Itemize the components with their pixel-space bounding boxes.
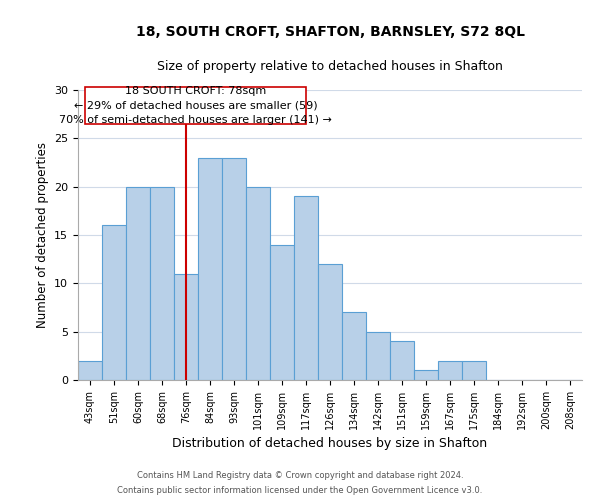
Bar — [150, 186, 174, 380]
Bar — [414, 370, 438, 380]
Bar — [462, 360, 486, 380]
Bar — [294, 196, 318, 380]
Text: 18 SOUTH CROFT: 78sqm
← 29% of detached houses are smaller (59)
70% of semi-deta: 18 SOUTH CROFT: 78sqm ← 29% of detached … — [59, 86, 332, 126]
Text: Contains public sector information licensed under the Open Government Licence v3: Contains public sector information licen… — [118, 486, 482, 495]
Bar — [246, 186, 270, 380]
Bar — [438, 360, 462, 380]
Bar — [198, 158, 222, 380]
Bar — [174, 274, 198, 380]
Text: Contains HM Land Registry data © Crown copyright and database right 2024.: Contains HM Land Registry data © Crown c… — [137, 471, 463, 480]
Y-axis label: Number of detached properties: Number of detached properties — [35, 142, 49, 328]
Bar — [342, 312, 366, 380]
Bar — [102, 226, 126, 380]
FancyBboxPatch shape — [85, 87, 306, 124]
Text: Size of property relative to detached houses in Shafton: Size of property relative to detached ho… — [157, 60, 503, 73]
Bar — [318, 264, 342, 380]
Bar — [78, 360, 102, 380]
Bar — [366, 332, 390, 380]
Bar — [222, 158, 246, 380]
X-axis label: Distribution of detached houses by size in Shafton: Distribution of detached houses by size … — [172, 438, 488, 450]
Text: 18, SOUTH CROFT, SHAFTON, BARNSLEY, S72 8QL: 18, SOUTH CROFT, SHAFTON, BARNSLEY, S72 … — [136, 25, 524, 39]
Bar — [126, 186, 150, 380]
Bar — [390, 342, 414, 380]
Bar — [270, 244, 294, 380]
